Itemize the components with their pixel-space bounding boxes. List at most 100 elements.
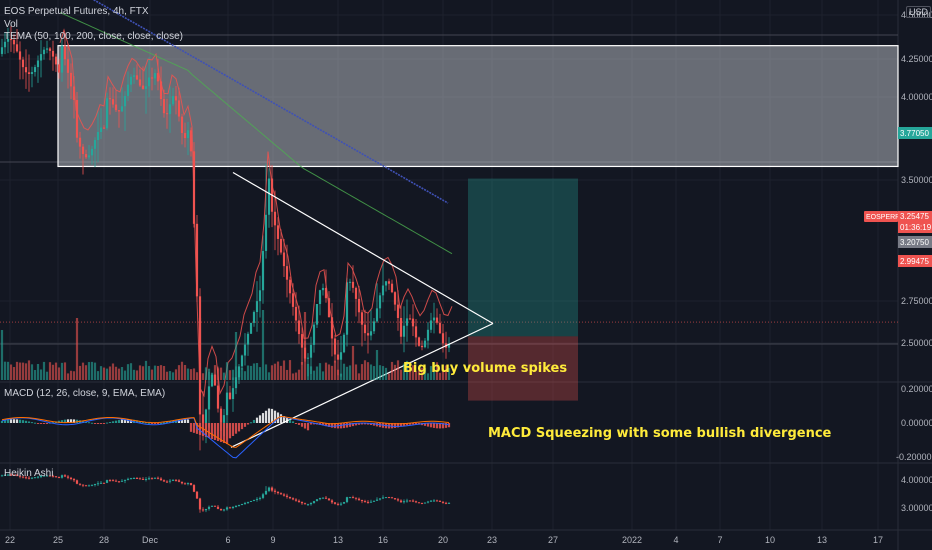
volume-bar [396,360,400,380]
time-axis-tick: 6 [225,535,230,545]
volume-bar [6,361,10,380]
price-axis-tick: 4.25000 [901,54,932,64]
price-candle [324,287,328,299]
price-candle [15,44,19,52]
price-candle [12,39,16,45]
price-candle [36,60,40,68]
price-candle [282,252,286,267]
macd-histogram-bar [15,419,19,423]
heikin-ashi-candle [18,475,22,477]
volume-bar [294,372,298,380]
volume-bar [210,372,214,380]
volume-bar [324,362,328,380]
heikin-ashi-candle [258,497,262,499]
macd-histogram-bar [390,423,394,429]
macd-histogram-bar [405,423,409,426]
heikin-ashi-candle [393,498,397,500]
volume-bar [342,363,346,380]
price-candle [213,374,217,386]
price-axis-tick: 3.50000 [901,175,932,185]
macd-histogram-bar [288,419,292,423]
volume-bar [273,363,277,380]
heikin-ashi-candle [318,497,322,500]
volume-bar [87,362,91,380]
macd-histogram-bar [141,421,145,423]
price-candle [60,45,64,73]
price-candle [255,301,259,313]
price-candle [285,266,289,280]
macd-histogram-bar [273,410,277,423]
volume-bar [231,369,235,380]
volume-bar [330,365,334,380]
volume-bar [426,373,430,380]
macd-histogram-bar [231,423,235,437]
macd-histogram-bar [447,423,451,428]
volume-bar [60,362,64,380]
price-candle [381,285,385,296]
macd-histogram-bar [186,419,190,423]
volume-bar [318,363,322,380]
heikin-ashi-candle [150,478,154,480]
price-candle [108,98,112,100]
price-candle [267,178,271,215]
time-axis-tick: 20 [438,535,448,545]
volume-bar [195,372,199,380]
heikin-ashi-candle [429,500,433,502]
macd-histogram-bar [150,423,154,424]
volume-bar [246,365,250,380]
price-candle [48,48,52,51]
heikin-ashi-candle [42,475,46,477]
price-candle [216,385,220,409]
heikin-ashi-candle [315,499,319,502]
macd-histogram-bar [192,423,196,433]
price-candle [276,225,280,239]
volume-bar [75,318,79,380]
volume-bar [225,362,229,380]
volume-bar [159,365,163,380]
volume-bar [288,360,292,380]
price-candle [117,110,121,112]
volume-bar [141,366,145,380]
heikin-ashi-candle [108,480,112,482]
heikin-ashi-candle [279,493,283,495]
price-candle [165,113,169,115]
volume-bar [108,366,112,380]
price-candle [327,298,331,318]
heikin-ashi-candle [102,482,106,484]
heikin-ashi-candle [75,480,79,484]
heikin-ashi-candle [126,478,130,480]
heikin-ashi-candle [24,477,28,479]
volume-bar [9,364,13,380]
volume-bar [234,332,238,380]
macd-histogram-bar [90,422,94,424]
heikin-axis-tick: 4.00000 [901,475,932,485]
volume-bar [171,372,175,380]
currency-badge[interactable]: USD [906,6,932,18]
heikin-ashi-candle [120,480,124,482]
heikin-ashi-candle [441,501,445,503]
macd-axis-tick: 0.00000 [901,418,932,428]
time-axis-tick: 23 [487,535,497,545]
volume-bar [78,365,82,380]
heikin-axis-tick: 3.00000 [901,503,932,513]
volume-bar [384,367,388,380]
macd-histogram-bar [342,423,346,429]
volume-bar [105,368,109,380]
price-candle [141,85,145,89]
macd-histogram-bar [285,417,289,423]
price-candle [279,238,283,253]
price-candle [78,137,82,147]
macd-histogram-bar [399,423,403,427]
heikin-ashi-candle [54,476,58,478]
heikin-ashi-candle [0,475,4,477]
heikin-ashi-candle [372,500,376,502]
heikin-ashi-candle [414,501,418,503]
heikin-ashi-candle [51,475,55,477]
macd-histogram-bar [234,423,238,434]
price-candle [372,321,376,332]
macd-histogram-bar [126,419,130,423]
heikin-ashi-candle [243,502,247,504]
price-candle [63,45,67,60]
price-candle [57,64,61,73]
